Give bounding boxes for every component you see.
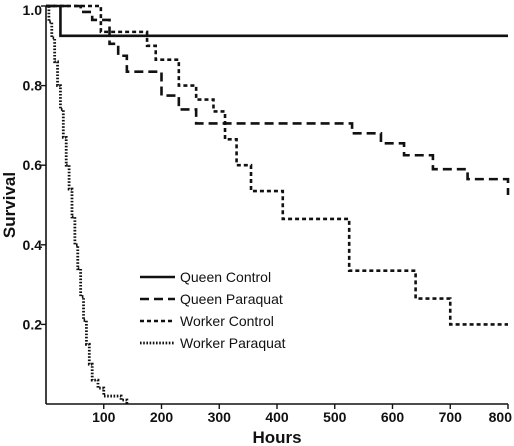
x-tick-label: 500 xyxy=(323,409,347,425)
y-tick-label: 0.6 xyxy=(23,157,43,173)
y-tick-label: 0.8 xyxy=(23,78,43,94)
plot-area xyxy=(46,4,510,404)
series-line-queen-paraquat xyxy=(46,4,510,196)
y-tick-label: 1.0 xyxy=(23,2,43,18)
x-tick-label: 400 xyxy=(265,409,289,425)
x-tick-label: 100 xyxy=(92,409,116,425)
x-tick-label: 300 xyxy=(208,409,232,425)
series-line-queen-control xyxy=(46,4,508,38)
y-tick-label: 0.2 xyxy=(23,316,43,332)
series-line-worker-paraquat xyxy=(46,4,129,404)
y-ticks: 0.2 0.4 0.6 0.8 1.0 xyxy=(23,2,46,332)
x-ticks: 100 200 300 400 500 600 700 800 xyxy=(92,404,512,425)
x-tick-label: 600 xyxy=(381,409,405,425)
legend: Queen Control Queen Paraquat Worker Contro… xyxy=(140,269,286,351)
x-tick-label: 700 xyxy=(439,409,463,425)
legend-label: Queen Paraquat xyxy=(180,291,283,307)
legend-label: Queen Control xyxy=(180,269,271,285)
x-axis-title: Hours xyxy=(252,428,301,446)
legend-label: Worker Control xyxy=(180,313,274,329)
legend-label: Worker Paraquat xyxy=(180,335,286,351)
y-tick-label: 0.4 xyxy=(23,237,43,253)
y-axis-title: Survival xyxy=(0,172,19,238)
series-line-worker-control xyxy=(46,4,508,326)
x-tick-label: 800 xyxy=(489,409,513,425)
x-tick-label: 200 xyxy=(150,409,174,425)
